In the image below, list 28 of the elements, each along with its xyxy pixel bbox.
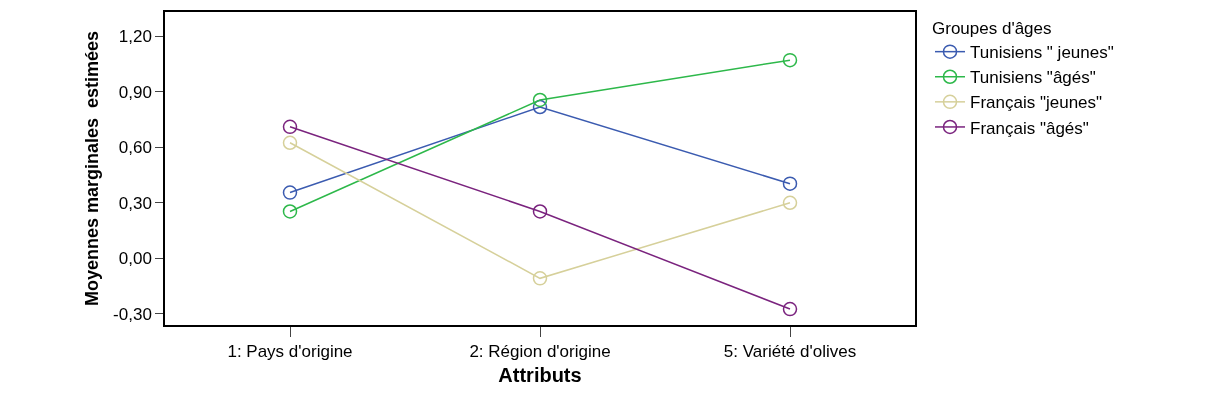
y-tick-label: 0,30 [118, 193, 152, 213]
point [282, 135, 298, 150]
legend-title: Groupes d'âges [932, 19, 1052, 39]
point [532, 92, 548, 108]
x-tick-label: 5: Variété d'olives [723, 342, 857, 362]
legend-label: Français "âgés" [970, 118, 1089, 138]
y-tick-label: 0,60 [118, 138, 152, 158]
x-tick-label: 1: Pays d'origine [227, 342, 353, 362]
point [532, 271, 548, 286]
legend-label: Tunisiens "âgés" [970, 68, 1096, 88]
x-axis-title: Attributs [498, 364, 582, 387]
y-tick-label: -0,30 [113, 304, 152, 324]
legend-label: Tunisiens " jeunes" [970, 43, 1114, 63]
point [782, 195, 798, 210]
point [782, 176, 798, 191]
point [282, 204, 298, 219]
y-tick-label: 0,90 [118, 82, 152, 102]
y-tick-label: 0,00 [118, 249, 152, 269]
point [782, 52, 798, 68]
point [282, 185, 298, 200]
point [532, 99, 548, 115]
legend-label: Français "jeunes" [970, 93, 1103, 113]
x-tick-label: 2: Région d'origine [469, 342, 611, 362]
point [782, 301, 798, 317]
y-axis-title: Moyennes marginales estimées [81, 30, 102, 307]
point [532, 204, 548, 219]
point [282, 119, 298, 135]
y-tick-label: 1,20 [118, 27, 152, 47]
